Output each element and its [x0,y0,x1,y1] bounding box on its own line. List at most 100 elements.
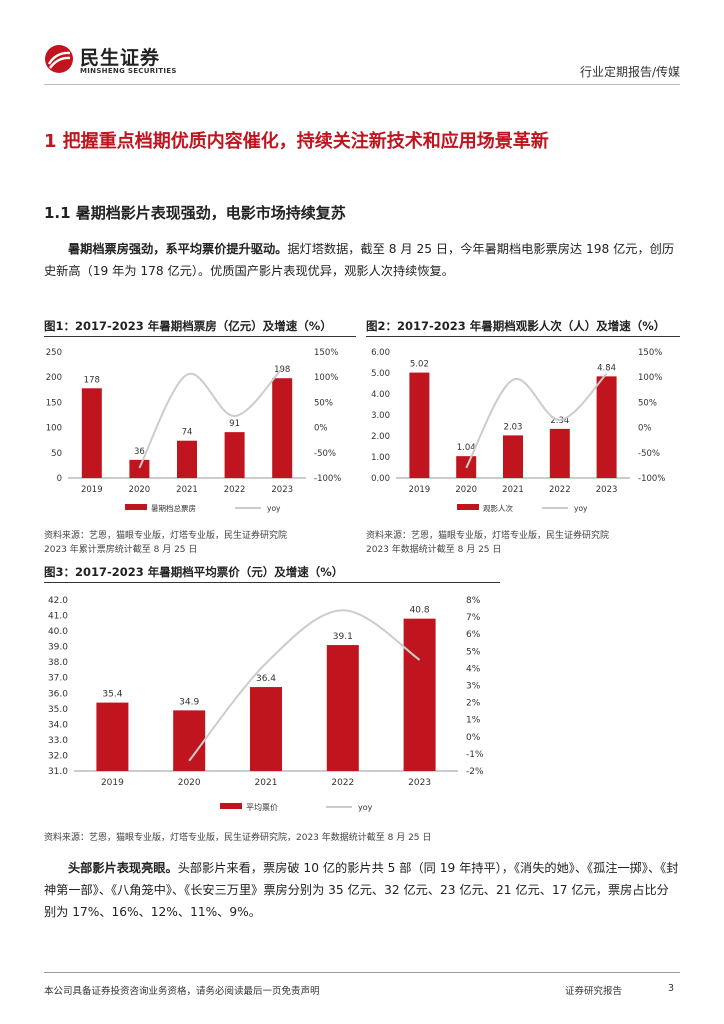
bar [224,432,245,478]
figure3-title: 图3：2017-2023 年暑期档平均票价（元）及增速（%） [44,565,344,579]
bar [549,428,570,478]
y2-tick-label: 2% [466,699,481,709]
x-tick-label: 2023 [596,485,618,495]
paragraph-lead: 暑期档票房强劲，系平均票价提升驱动。 [68,242,288,256]
x-tick-label: 2021 [502,485,524,495]
bar [596,376,617,478]
data-label: 2.03 [504,422,523,432]
y-tick-label: 0 [57,474,62,484]
subsection-heading: 1.1 暑期档影片表现强劲，电影市场持续复苏 [44,204,346,222]
bar [173,710,206,771]
company-logo-icon [44,44,74,74]
paragraph-summer-box-office: 暑期档票房强劲，系平均票价提升驱动。据灯塔数据，截至 8 月 25 日，今年暑期… [44,238,680,282]
y2-tick-label: 7% [466,613,481,623]
figure2-note: 2023 年数据统计截至 8 月 25 日 [366,545,502,555]
page-number: 3 [668,983,675,994]
y2-tick-label: 100% [314,373,338,383]
figure2-source: 资料来源：艺恩，猫眼专业版，灯塔专业版，民生证券研究院 [366,531,610,541]
figure1-note: 2023 年累计票房统计截至 8 月 25 日 [44,545,198,555]
y2-tick-label: 8% [466,596,481,606]
x-tick-label: 2022 [331,778,354,788]
yoy-line [188,609,421,762]
x-tick-label: 2019 [101,778,124,788]
data-label: 40.8 [410,606,430,616]
header-divider [44,84,680,85]
x-tick-label: 2023 [408,778,431,788]
logo-name-cn: 民生证券 [80,47,161,69]
bar [326,645,359,771]
y2-tick-label: -50% [314,449,336,459]
x-tick-label: 2019 [409,485,431,495]
y2-tick-label: 1% [466,716,481,726]
paragraph-body: 头部影片来看，票房破 10 亿的影片共 5 部（同 19 年持平），《消失的她》… [44,861,679,919]
y2-tick-label: 50% [638,398,657,408]
x-tick-label: 2023 [271,485,293,495]
logo-name-en: MINSHENG SECURITIES [80,67,177,75]
bar [81,388,102,478]
figure1-chart: 250 200 150 100 50 0 150% 100% 50% 0% -50% -100% 178… [46,348,342,513]
y-tick-label: 31.0 [48,767,68,777]
paragraph-lead: 头部影片表现亮眼。 [68,861,178,875]
y-tick-label: 2.00 [371,432,390,442]
y-tick-label: 200 [46,373,62,383]
paragraph-top-films: 头部影片表现亮眼。头部影片来看，票房破 10 亿的影片共 5 部（同 19 年持… [44,857,680,923]
data-label: 35.4 [102,690,122,700]
y2-tick-label: 6% [466,630,481,640]
bar [403,618,436,771]
legend-bar-label: 暑期档总票房 [151,503,196,513]
legend-bar-swatch [457,504,479,510]
bar [503,435,523,478]
bar [409,372,430,478]
legend-bar-swatch [125,504,147,510]
y2-tick-label: 50% [314,398,333,408]
y2-tick-label: 150% [314,348,338,358]
figure2-title: 图2：2017-2023 年暑期档观影人次（人）及增速（%） [366,319,666,333]
y-tick-label: 37.0 [48,674,68,684]
paragraph-body: 据灯塔数据，截至 8 月 25 日，今年暑期档电影票房达 198 亿元，创历史新… [44,242,675,278]
y-tick-label: 0.00 [371,474,390,484]
y2-tick-label: 0% [638,424,652,434]
footer-disclaimer: 本公司具备证券投资咨询业务资格，请务必阅读最后一页免责声明 [44,986,320,997]
y-tick-label: 35.0 [48,705,68,715]
y2-tick-label: 5% [466,647,481,657]
bar [177,440,197,478]
y2-tick-label: 150% [638,348,662,358]
bar [129,459,150,478]
figure1-title: 图1：2017-2023 年暑期档票房（亿元）及增速（%） [44,319,332,333]
data-label: 36.4 [256,674,276,684]
legend-bar-label: 观影人次 [483,503,513,513]
data-label: 4.84 [597,363,616,373]
y-tick-label: 150 [46,398,62,408]
y2-tick-label: 0% [314,424,328,434]
y2-tick-label: -100% [314,474,341,484]
x-tick-label: 2021 [255,778,278,788]
y-tick-label: 100 [46,424,62,434]
x-tick-label: 2020 [178,778,201,788]
y2-tick-label: 3% [466,682,481,692]
data-label: 91 [229,419,240,429]
y-tick-label: 41.0 [48,612,68,622]
y2-tick-label: 100% [638,373,662,383]
data-label: 39.1 [333,632,353,642]
x-tick-label: 2019 [81,485,103,495]
y2-tick-label: -1% [466,750,484,760]
yoy-line [465,372,608,469]
data-label: 178 [84,375,100,385]
footer-label: 证券研究报告 [565,986,623,997]
bar [250,687,282,771]
y2-tick-label: -50% [638,449,660,459]
y-tick-label: 6.00 [371,348,390,358]
legend-line-label: yoy [574,504,588,513]
figure3-source: 资料来源：艺恩，猫眼专业版，灯塔专业版，民生证券研究院，2023 年数据统计截至… [44,833,432,843]
y-tick-label: 1.00 [371,453,390,463]
legend-bar-label: 平均票价 [246,802,278,812]
yoy-line [138,367,283,469]
y-tick-label: 5.00 [371,369,390,379]
y-tick-label: 42.0 [48,596,68,606]
y2-tick-label: -100% [638,474,665,484]
section-heading: 1 把握重点档期优质内容催化，持续关注新技术和应用场景革新 [44,131,549,152]
x-tick-label: 2020 [129,485,151,495]
figure2-chart: 6.00 5.00 4.00 3.00 2.00 1.00 0.00 150% 100% 50% 0… [371,348,665,513]
report-type: 行业定期报告/传媒 [579,65,680,79]
x-tick-label: 2020 [455,485,477,495]
